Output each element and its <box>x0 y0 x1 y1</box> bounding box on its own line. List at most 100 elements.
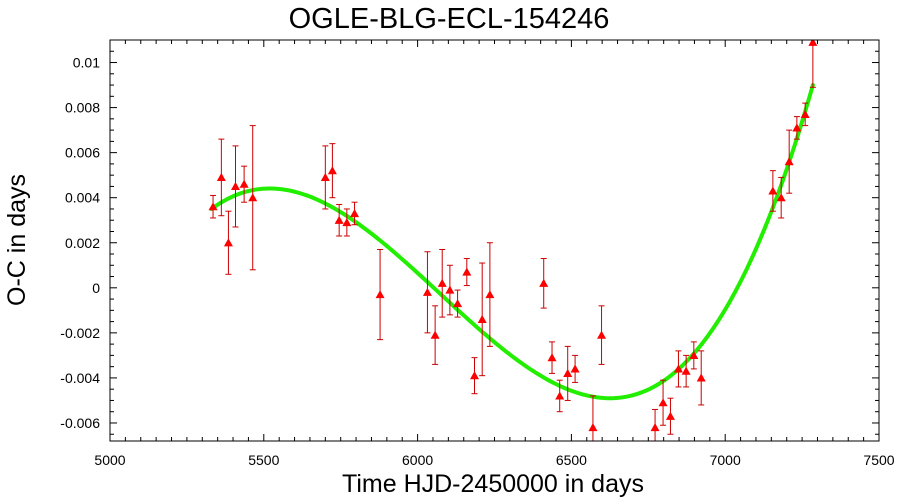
data-point <box>223 210 233 275</box>
triangle-marker <box>470 371 480 380</box>
data-point <box>239 165 249 203</box>
triangle-marker <box>768 186 778 195</box>
data-point <box>665 397 675 435</box>
triangle-marker <box>681 366 691 375</box>
data-point <box>547 341 557 374</box>
data-point <box>650 408 660 441</box>
y-tick-label: -0.006 <box>60 415 100 431</box>
data-point <box>658 379 668 426</box>
data-point <box>808 40 818 88</box>
triangle-marker <box>673 364 683 373</box>
triangle-marker <box>437 278 447 287</box>
triangle-marker <box>800 109 810 118</box>
axis-ticks-layer <box>109 39 880 441</box>
triangle-marker <box>223 238 233 247</box>
data-point <box>320 145 330 210</box>
triangle-marker <box>696 373 706 382</box>
triangle-marker <box>320 172 330 182</box>
y-tick-label: 0.01 <box>73 55 100 71</box>
triangle-marker <box>784 157 794 166</box>
triangle-marker <box>539 278 549 287</box>
triangle-marker <box>477 314 487 323</box>
triangle-marker <box>208 202 218 211</box>
data-point <box>800 102 810 127</box>
triangle-marker <box>665 411 675 420</box>
triangle-marker <box>422 287 432 296</box>
x-tick-label: 5500 <box>248 452 279 468</box>
data-point <box>430 305 440 365</box>
data-point <box>477 262 487 377</box>
data-point <box>422 251 432 334</box>
triangle-marker <box>547 353 557 362</box>
triangle-marker <box>658 398 668 407</box>
y-tick-label: -0.002 <box>60 325 100 341</box>
triangle-marker <box>776 193 786 202</box>
data-point <box>437 249 447 318</box>
x-axis-label: Time HJD-2450000 in days <box>342 470 644 498</box>
y-tick-label: 0.006 <box>65 145 100 161</box>
triangle-marker <box>334 215 344 224</box>
triangle-marker <box>570 364 580 373</box>
x-tick-label: 5000 <box>94 452 125 468</box>
y-axis-label: O-C in days <box>3 174 31 306</box>
triangle-marker <box>563 368 573 378</box>
triangle-marker <box>375 290 385 299</box>
triangle-marker <box>248 193 258 202</box>
data-point <box>470 357 480 395</box>
data-point <box>445 264 455 316</box>
data-point <box>231 145 241 228</box>
data-point <box>334 203 344 237</box>
triangle-marker <box>792 123 802 132</box>
triangle-marker <box>650 422 660 432</box>
data-point <box>342 208 352 237</box>
triangle-marker <box>231 181 241 191</box>
data-point <box>485 242 495 347</box>
data-point <box>539 258 549 309</box>
data-point <box>696 350 706 406</box>
triangle-marker <box>689 350 699 359</box>
x-tick-label: 6500 <box>556 452 587 468</box>
data-point <box>597 305 607 365</box>
fit-curve <box>209 83 815 401</box>
x-tick-labels: 5000 5500 6000 6500 7000 7500 <box>94 452 894 468</box>
triangle-marker <box>327 166 337 175</box>
data-point <box>776 176 786 219</box>
triangle-marker <box>216 172 226 182</box>
fit-curve-layer <box>209 83 815 401</box>
triangle-marker <box>453 299 463 308</box>
data-point <box>350 201 360 226</box>
triangle-marker <box>555 391 565 400</box>
data-point <box>248 125 258 271</box>
data-point <box>570 354 580 383</box>
data-point <box>673 350 683 388</box>
x-tick-label: 7000 <box>710 452 741 468</box>
data-point <box>462 258 472 287</box>
triangle-marker <box>808 40 818 46</box>
data-point <box>453 289 463 318</box>
y-tick-label: 0.008 <box>65 100 100 116</box>
y-tick-label: 0.002 <box>65 235 100 251</box>
data-point <box>681 354 691 388</box>
y-tick-label: 0 <box>92 280 100 296</box>
x-tick-label: 6000 <box>402 452 433 468</box>
x-tick-label: 7500 <box>863 452 894 468</box>
data-point <box>375 249 385 341</box>
y-tick-label: 0.004 <box>65 190 100 206</box>
triangle-marker <box>239 179 249 188</box>
plot-frame <box>109 39 880 442</box>
data-point <box>588 395 598 441</box>
data-point <box>555 379 565 413</box>
chart-title: OGLE-BLG-ECL-154246 <box>289 3 610 35</box>
y-tick-label: -0.004 <box>60 370 100 386</box>
data-points-layer <box>208 40 818 441</box>
data-point <box>327 143 337 199</box>
triangle-marker <box>462 267 472 276</box>
data-point <box>768 170 778 212</box>
triangle-marker <box>445 285 455 294</box>
y-tick-labels: -0.006 -0.004 -0.002 0 0.002 0.004 0.006 0.008 0… <box>60 55 100 431</box>
triangle-marker <box>485 290 495 299</box>
data-point <box>689 341 699 370</box>
triangle-marker <box>597 330 607 339</box>
data-point <box>563 345 573 401</box>
